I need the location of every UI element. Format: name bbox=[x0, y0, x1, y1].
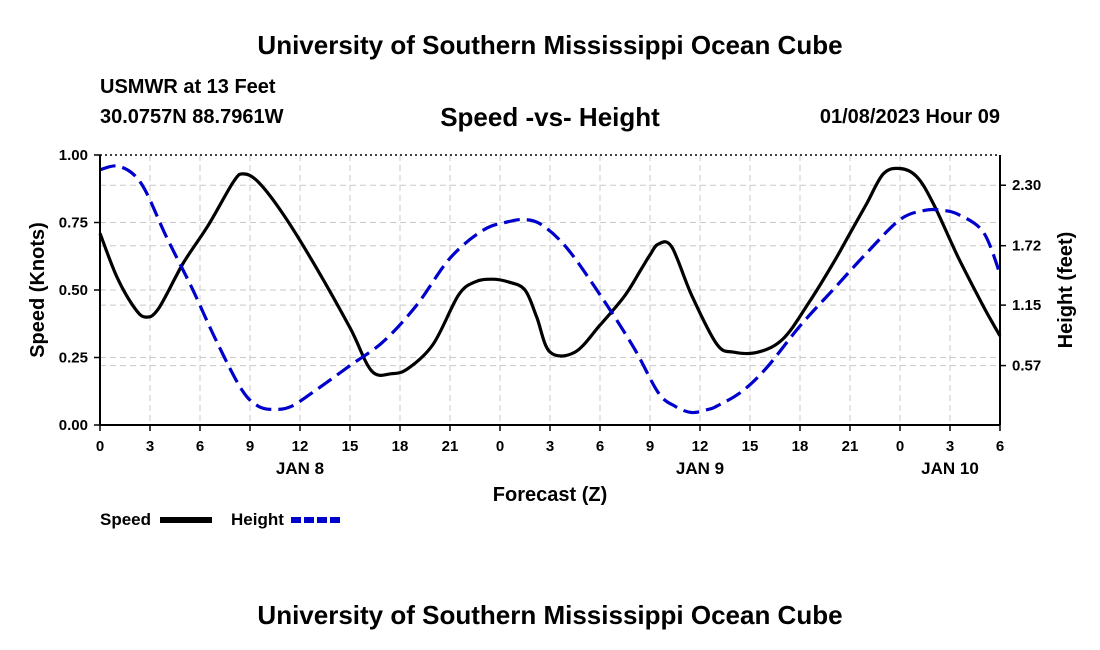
legend-label-speed: Speed bbox=[100, 510, 151, 529]
x-tick-label: 15 bbox=[742, 438, 759, 455]
x-tick-label: 6 bbox=[196, 438, 204, 455]
y2-tick-label: 1.15 bbox=[1012, 297, 1041, 314]
footer-title: University of Southern Mississippi Ocean… bbox=[257, 600, 843, 630]
tick-labels: 0 3 6 9 12 15 18 21 0 3 6 9 12 15 18 21 0 3 6 JAN 8 JAN 9 JAN… bbox=[27, 147, 1077, 506]
y-tick-label: 0.75 bbox=[59, 215, 88, 232]
station-name: USMWR at 13 Feet bbox=[100, 76, 276, 98]
x-tick-label: 12 bbox=[292, 438, 309, 455]
y-axis-title: Speed (Knots) bbox=[27, 222, 49, 358]
series-line-height bbox=[99, 164, 1002, 415]
x-tick-label: 9 bbox=[246, 438, 254, 455]
y-tick-label: 0.50 bbox=[59, 282, 88, 299]
x-tick-label: 6 bbox=[996, 438, 1004, 455]
y2-tick-label: 1.72 bbox=[1012, 238, 1041, 255]
y-tick-label: 1.00 bbox=[59, 147, 88, 164]
x-tick-label: 0 bbox=[496, 438, 504, 455]
x-axis-title: Forecast (Z) bbox=[493, 484, 607, 506]
station-coordinates: 30.0757N 88.7961W bbox=[100, 106, 284, 128]
x-tick-label: 9 bbox=[646, 438, 654, 455]
x-tick-label: 3 bbox=[146, 438, 154, 455]
legend: Speed Height bbox=[100, 510, 343, 529]
legend-label-height: Height bbox=[231, 510, 284, 529]
main-title: University of Southern Mississippi Ocean… bbox=[257, 30, 843, 60]
chart-title: Speed -vs- Height bbox=[440, 102, 660, 132]
x-tick-label: 21 bbox=[442, 438, 459, 455]
x-tick-label: 21 bbox=[842, 438, 859, 455]
y-tick-label: 0.25 bbox=[59, 350, 88, 367]
x-tick-label: 0 bbox=[896, 438, 904, 455]
x-tick-label: 12 bbox=[692, 438, 709, 455]
series-line-speed bbox=[98, 166, 1002, 377]
x-tick-label: 3 bbox=[546, 438, 554, 455]
day-label: JAN 10 bbox=[921, 459, 979, 478]
x-tick-label: 18 bbox=[392, 438, 409, 455]
day-label: JAN 9 bbox=[676, 459, 724, 478]
series-layer bbox=[98, 164, 1002, 415]
x-tick-label: 6 bbox=[596, 438, 604, 455]
day-label: JAN 8 bbox=[276, 459, 324, 478]
x-tick-label: 3 bbox=[946, 438, 954, 455]
forecast-timestamp: 01/08/2023 Hour 09 bbox=[819, 106, 1000, 128]
y2-tick-label: 0.57 bbox=[1012, 358, 1041, 375]
y-tick-label: 0.00 bbox=[59, 417, 88, 434]
y2-tick-label: 2.30 bbox=[1012, 177, 1041, 194]
x-tick-label: 15 bbox=[342, 438, 359, 455]
axes bbox=[94, 154, 1006, 431]
grid-lines bbox=[100, 155, 1000, 425]
x-tick-label: 0 bbox=[96, 438, 104, 455]
x-tick-label: 18 bbox=[792, 438, 809, 455]
y2-axis-title: Height (feet) bbox=[1055, 232, 1077, 349]
